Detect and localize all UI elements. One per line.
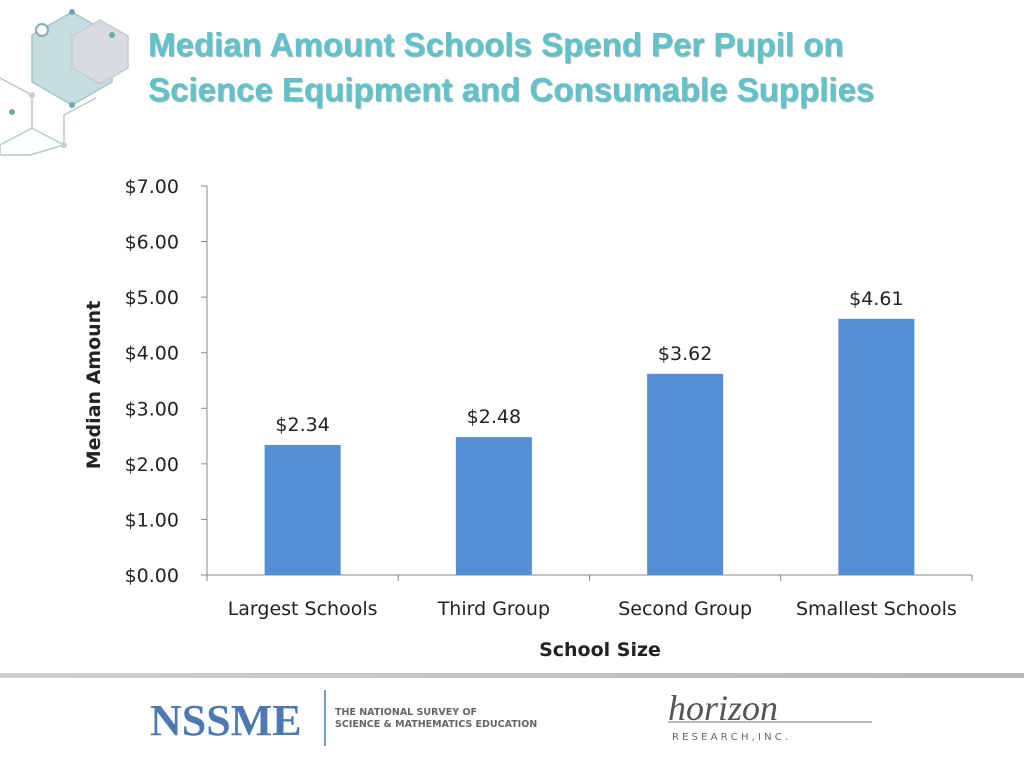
data-label: $4.61 (849, 288, 903, 310)
y-tick-label: $5.00 (125, 287, 179, 309)
footer-logo-text: SCIENCE & MATHEMATICS EDUCATION (335, 719, 537, 730)
y-tick-label: $2.00 (125, 454, 179, 476)
bar (838, 318, 915, 575)
y-tick-label: $7.00 (125, 176, 179, 198)
x-tick-label: Second Group (618, 598, 752, 620)
x-tick-label: Smallest Schools (796, 598, 957, 620)
y-tick-label: $4.00 (125, 343, 179, 365)
y-tick-label: $0.00 (125, 565, 179, 587)
x-axis-label: School Size (539, 639, 661, 661)
partner-subtitle: R E S E A R C H , I N C . (672, 732, 788, 743)
x-tick-label: Largest Schools (228, 598, 378, 620)
bar (455, 437, 532, 575)
hexagon-decoration (0, 9, 129, 156)
footer-logo-text: THE NATIONAL SURVEY OF (335, 707, 477, 718)
data-label: $2.34 (275, 414, 329, 436)
chart-title: Median Amount Schools Spend Per Pupil on… (148, 26, 875, 108)
partner-logo: horizon (668, 688, 778, 728)
y-tick-label: $6.00 (125, 232, 179, 254)
data-label: $2.48 (467, 406, 521, 428)
y-tick-label: $3.00 (125, 398, 179, 420)
data-label: $3.62 (658, 343, 712, 365)
y-axis-label: Median Amount (83, 301, 105, 470)
footer-rule (0, 673, 1024, 678)
y-tick-label: $1.00 (125, 509, 179, 531)
x-tick-label: Third Group (437, 598, 550, 620)
bar (264, 444, 341, 575)
footer-logo: NSSME (150, 696, 302, 745)
bar (647, 373, 724, 575)
